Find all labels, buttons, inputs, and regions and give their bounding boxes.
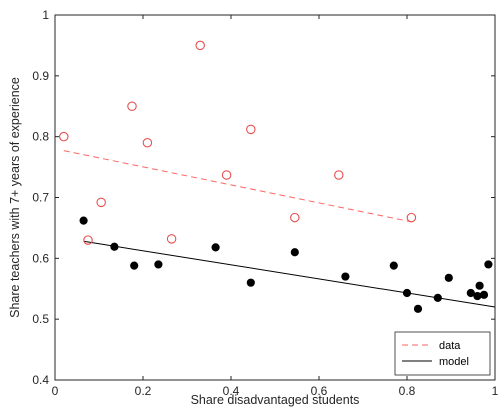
open-point: [221, 170, 232, 180]
filled-point: [79, 216, 88, 225]
legend-label-model: model: [439, 356, 469, 368]
open-point: [127, 101, 137, 112]
y-tick-label: 0.5: [32, 312, 49, 326]
y-tick-label: 1: [42, 8, 49, 22]
filled-point: [484, 260, 493, 269]
open-point: [59, 131, 69, 142]
filled-point: [479, 290, 489, 299]
fit-line-solid: [83, 240, 496, 308]
y-axis-label: Share teachers with 7+ years of experien…: [8, 77, 22, 318]
filled-point: [475, 281, 484, 290]
x-tick-label: 0.2: [135, 384, 152, 398]
y-tick-label: 0.7: [32, 191, 49, 205]
filled-point: [130, 261, 139, 270]
y-tick-label: 0.6: [32, 251, 49, 265]
filled-point: [433, 293, 442, 302]
filled-point: [290, 248, 299, 257]
filled-point: [110, 242, 119, 251]
filled-point: [444, 273, 453, 282]
x-axis-ticks: 0 0.2 0.4 0.6 0.8 1: [52, 15, 499, 398]
filled-point: [389, 261, 398, 270]
plot-area: [54, 14, 496, 381]
x-tick-label: 0.6: [311, 384, 328, 398]
open-point: [334, 170, 344, 180]
y-tick-label: 0.4: [32, 373, 49, 387]
filled-point: [413, 304, 423, 313]
x-tick-label: 1: [492, 384, 499, 398]
legend: data model: [394, 331, 491, 376]
fit-line-dashed: [63, 150, 412, 223]
x-tick-label: 0: [52, 384, 59, 398]
filled-point: [154, 260, 163, 269]
open-point: [96, 197, 106, 208]
filled-point: [246, 278, 255, 287]
open-point: [166, 234, 177, 244]
filled-point: [473, 291, 482, 301]
y-tick-label: 0.8: [32, 130, 49, 144]
open-point: [406, 212, 417, 223]
filled-point: [402, 288, 412, 298]
open-point: [290, 212, 300, 223]
data-points: [59, 40, 493, 313]
filled-point: [341, 272, 350, 281]
filled-point: [466, 288, 475, 298]
x-tick-label: 0.8: [399, 384, 416, 398]
fit-lines: [63, 150, 496, 308]
legend-box: [394, 331, 491, 376]
y-axis-ticks: 0.4 0.5 0.6 0.7 0.8 0.9 1: [32, 8, 495, 387]
legend-label-data: data: [439, 340, 461, 352]
open-point: [83, 235, 93, 245]
open-point: [195, 40, 205, 51]
x-tick-label: 0.4: [223, 384, 240, 398]
x-axis-label: Share disadvantaged students: [191, 393, 360, 407]
filled-point: [211, 243, 220, 252]
y-tick-label: 0.9: [32, 69, 49, 83]
open-point: [142, 138, 153, 148]
open-point: [246, 124, 256, 135]
